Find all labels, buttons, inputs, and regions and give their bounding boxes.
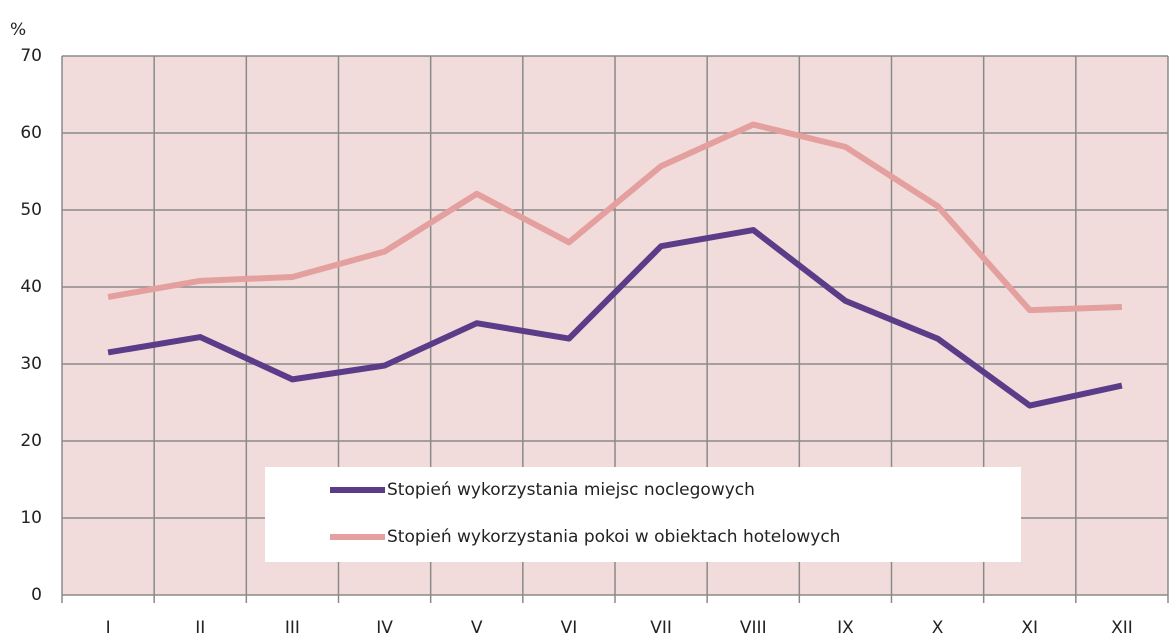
y-tick-label: 60: [20, 123, 42, 143]
x-tick-label: VI: [561, 618, 578, 638]
legend-label: Stopień wykorzystania pokoi w obiektach …: [387, 527, 840, 547]
legend-label: Stopień wykorzystania miejsc noclegowych: [387, 480, 755, 500]
x-tick-label: VII: [650, 618, 672, 638]
x-tick-label: II: [195, 618, 205, 638]
x-tick-label: IX: [837, 618, 854, 638]
y-tick-label: 30: [20, 354, 42, 374]
y-tick-label: 20: [20, 431, 42, 451]
y-tick-label: 10: [20, 508, 42, 528]
x-tick-label: XI: [1021, 618, 1038, 638]
y-tick-label: 0: [31, 585, 42, 605]
y-tick-label: 70: [20, 46, 42, 66]
x-tick-label: XII: [1111, 618, 1133, 638]
x-tick-label: V: [471, 618, 483, 638]
x-tick-label: III: [285, 618, 300, 638]
x-tick-label: I: [106, 618, 111, 638]
x-tick-label: VIII: [740, 618, 767, 638]
series-line: [107, 121, 1123, 314]
y-tick-label: 50: [20, 200, 42, 220]
legend-box: [265, 467, 1021, 562]
x-tick-label: IV: [376, 618, 393, 638]
y-tick-label: 40: [20, 277, 42, 297]
series-line: [107, 227, 1123, 409]
x-tick-label: X: [932, 618, 944, 638]
y-axis-label: %: [10, 20, 26, 40]
